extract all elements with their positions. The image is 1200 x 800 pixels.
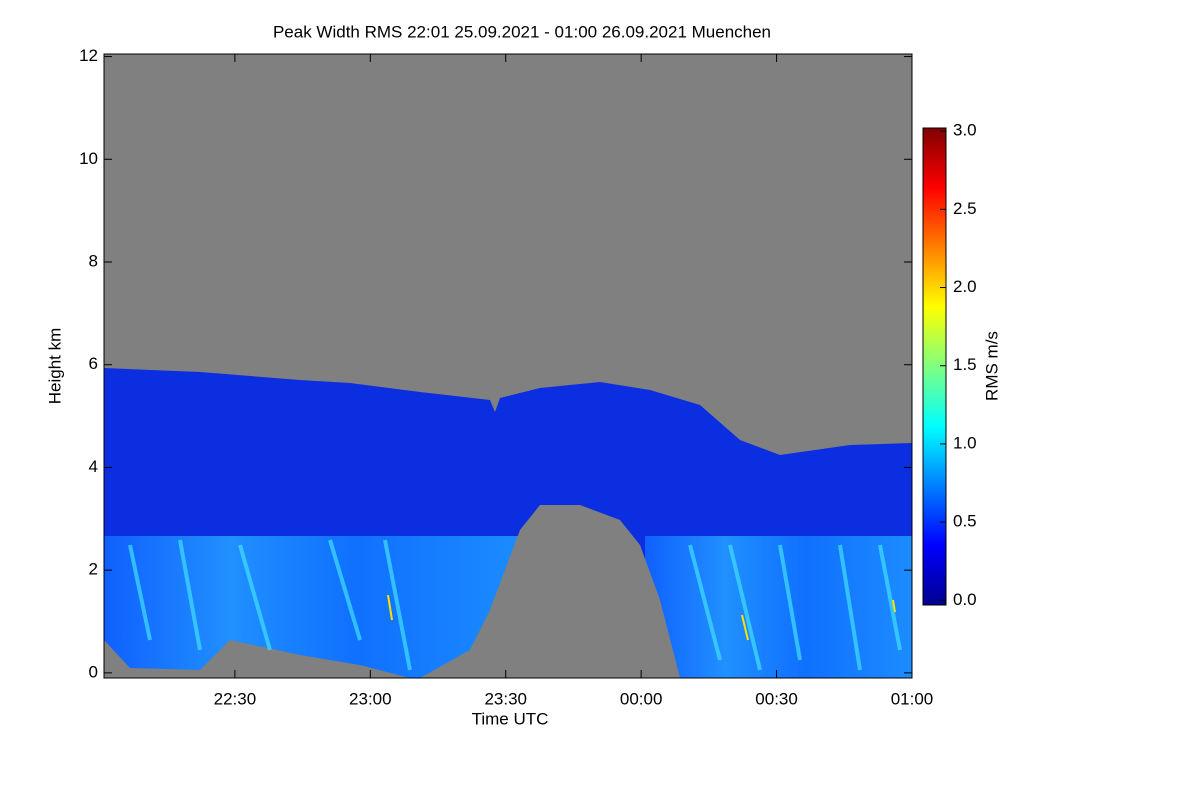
field xyxy=(104,54,912,678)
plot-frame xyxy=(103,53,913,679)
y-tick-label: 6 xyxy=(89,354,98,373)
colorbar xyxy=(922,127,947,606)
low-echo xyxy=(104,536,524,678)
x-tick-label: 22:30 xyxy=(214,689,257,708)
y-tick-label: 12 xyxy=(79,46,98,65)
colorbar-tick-label: 2.5 xyxy=(953,199,977,218)
colorbar-tick-label: 0.5 xyxy=(953,512,977,531)
low-echo xyxy=(645,536,912,678)
colorbar-tick-label: 1.5 xyxy=(953,355,977,374)
y-tick-label: 0 xyxy=(89,662,98,681)
x-axis-label: Time UTC xyxy=(472,709,549,728)
gap-region xyxy=(420,505,680,678)
colorbar-tick-label: 0.0 xyxy=(953,590,977,609)
colorbar-tick-label: 3.0 xyxy=(953,121,977,140)
y-axis-label: Height km xyxy=(45,328,64,405)
y-tick-label: 4 xyxy=(89,457,98,476)
y-tick-label: 2 xyxy=(89,560,98,579)
streaks xyxy=(128,539,902,671)
x-tick-label: 00:00 xyxy=(620,689,663,708)
y-tick-label: 10 xyxy=(79,149,98,168)
gap-region xyxy=(104,640,410,678)
colorbar-label: RMS m/s xyxy=(982,331,1001,401)
y-tick-label: 8 xyxy=(89,251,98,270)
streaks xyxy=(387,594,896,641)
x-tick-label: 23:30 xyxy=(484,689,527,708)
x-tick-label: 00:30 xyxy=(755,689,798,708)
chart-title: Peak Width RMS 22:01 25.09.2021 - 01:00 … xyxy=(273,22,771,41)
colorbar-tick-label: 2.0 xyxy=(953,277,977,296)
x-tick-label: 23:00 xyxy=(349,689,392,708)
x-tick-label: 01:00 xyxy=(891,689,934,708)
colorbar-tick-label: 1.0 xyxy=(953,433,977,452)
